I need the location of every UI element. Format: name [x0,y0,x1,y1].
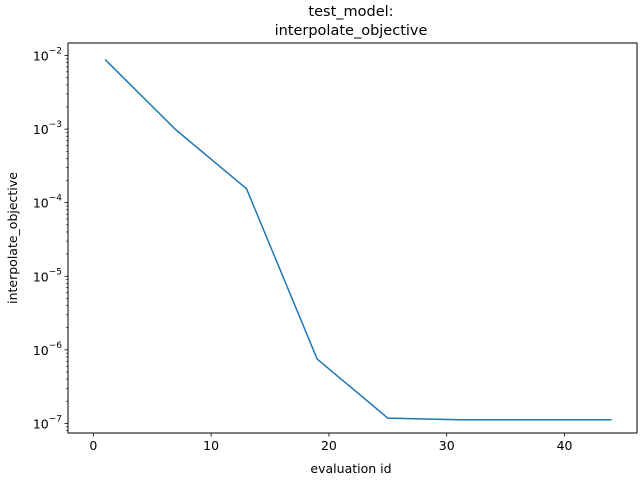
x-tick-label: 40 [557,438,573,453]
x-axis-label: evaluation id [310,461,391,476]
chart-title-line-1: test_model: [308,4,393,20]
chart-title-line-2: interpolate_objective [275,23,428,39]
y-tick-label: 10−7 [33,414,62,431]
x-tick-label: 10 [203,438,219,453]
x-tick-label: 30 [439,438,455,453]
y-tick-label: 10−3 [33,120,62,137]
y-tick-label: 10−4 [33,194,62,211]
x-tick-label: 20 [321,438,337,453]
y-tick-label: 10−2 [33,47,62,64]
x-axis: 0 10 20 30 40 [89,433,573,453]
x-tick-label: 0 [89,438,97,453]
y-tick-label: 10−5 [33,267,62,284]
y-axis-label: interpolate_objective [5,172,20,304]
plot-area [104,59,612,421]
y-axis: 10−7 10−6 10−5 10−4 10−3 10−2 [33,47,68,431]
axes-frame [67,42,638,434]
series-line-0 [104,59,612,421]
y-tick-label: 10−6 [33,341,62,358]
